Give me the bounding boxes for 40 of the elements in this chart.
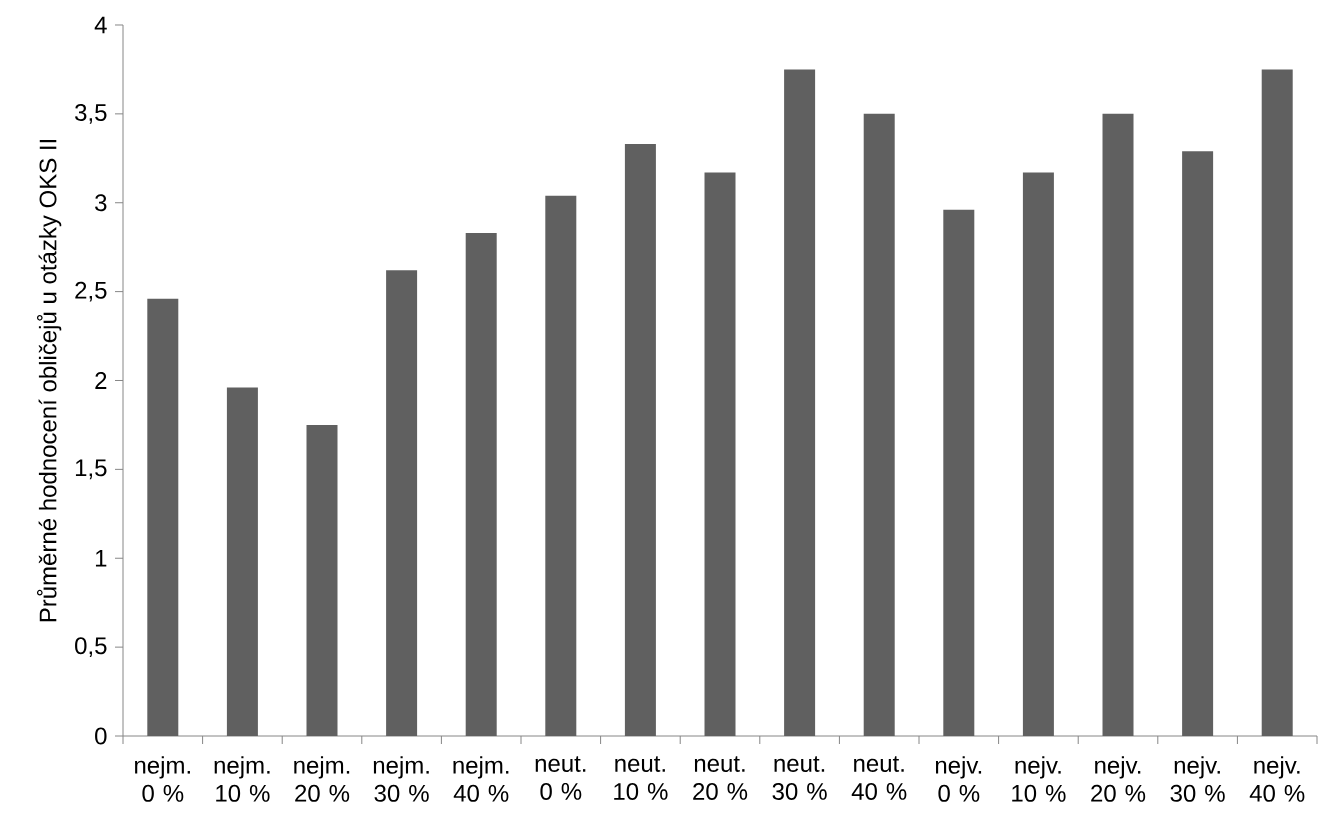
- x-tick-label: neut. 20 %: [693, 756, 748, 800]
- bar: [545, 195, 577, 736]
- bar: [1022, 172, 1054, 736]
- bar: [624, 144, 656, 736]
- y-tick-label: 1: [95, 549, 107, 567]
- x-tick-label: neut. 10 %: [614, 756, 668, 800]
- bar: [1102, 113, 1134, 736]
- bar: [704, 172, 736, 736]
- bar: [943, 209, 975, 736]
- y-tick-label: 2: [95, 372, 107, 389]
- y-tick-label: 2,5: [75, 281, 107, 302]
- bar: [226, 387, 258, 736]
- x-tick-label: nejm. 0 %: [135, 756, 190, 802]
- x-tick-label: nejv. 40 %: [1249, 756, 1305, 802]
- x-tick-label: neut. 0 %: [535, 756, 586, 800]
- x-tick-label: neut. 40 %: [851, 756, 907, 800]
- x-tick-label: nejv. 0 %: [935, 756, 982, 802]
- y-tick-label: 3: [95, 194, 107, 212]
- y-axis-title: Průměrné hodnocení obličejů u otázky OKS II: [36, 139, 62, 622]
- y-tick-label: 0: [95, 727, 107, 745]
- y-tick-label: 1,5: [75, 459, 107, 480]
- bar: [147, 298, 179, 736]
- x-tick-label: nejm. 40 %: [453, 756, 509, 802]
- y-tick-label: 3,5: [75, 103, 107, 124]
- x-tick-label: nejm. 30 %: [373, 756, 429, 802]
- x-tick-label: nejv. 30 %: [1170, 756, 1225, 802]
- x-tick-label: nejm. 10 %: [214, 756, 270, 802]
- x-tick-label: nejm. 20 %: [294, 756, 350, 802]
- bar: [863, 113, 895, 736]
- x-tick-label: nejv. 20 %: [1091, 756, 1146, 802]
- bar: [465, 232, 497, 736]
- bar: [306, 424, 338, 736]
- bar: [1182, 151, 1214, 736]
- x-tick-label: nejv. 10 %: [1012, 756, 1066, 802]
- x-tick-label: neut. 30 %: [772, 756, 827, 800]
- y-tick-label: 0,5: [75, 637, 107, 658]
- bar: [386, 270, 418, 736]
- y-tick-label: 4: [94, 16, 107, 34]
- bar: [1261, 69, 1293, 736]
- bar: [784, 69, 816, 736]
